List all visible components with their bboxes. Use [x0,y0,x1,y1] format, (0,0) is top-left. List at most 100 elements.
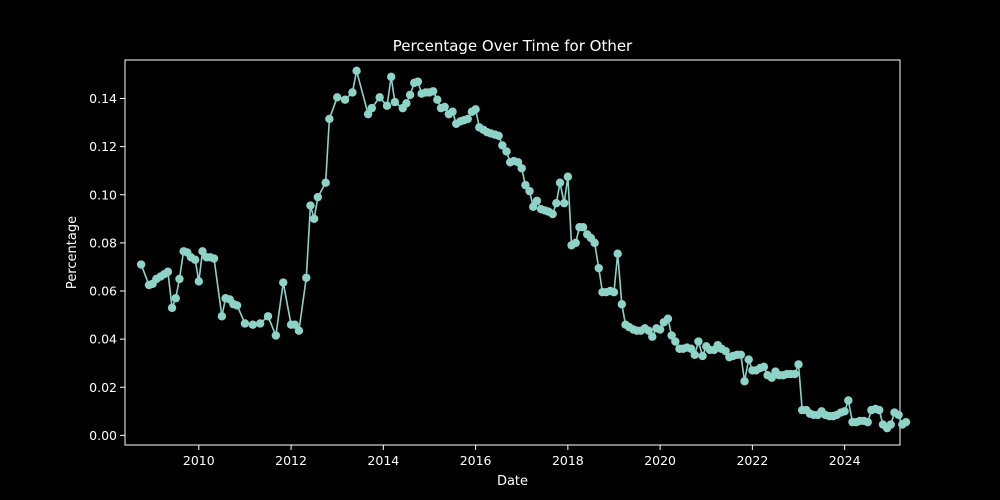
data-point [648,332,657,341]
data-point [686,344,696,353]
x-tick-label: 2020 [644,453,676,468]
data-point [471,105,480,114]
data-point [617,300,627,309]
x-tick-label: 2010 [183,453,215,468]
x-tick-label: 2016 [460,453,492,468]
data-point [167,303,177,313]
data-point [271,331,281,340]
data-point [690,350,699,359]
data-point [325,114,334,124]
data-point [694,337,703,346]
data-point [578,223,588,232]
data-point [367,103,377,113]
data-point [790,369,800,379]
data-point [609,288,619,297]
data-point [559,198,569,208]
data-point [513,158,523,167]
data-point [232,301,242,310]
data-point [175,274,184,284]
data-point [279,278,288,287]
data-point [348,88,357,97]
x-axis: 2010 2012 2014 2016 2018 2020 2022 2024 [183,445,861,468]
y-tick-label: 0.06 [89,284,117,299]
data-point [333,93,342,102]
y-tick-label: 0.04 [89,332,117,347]
data-point [740,377,749,386]
x-tick-label: 2014 [367,453,399,468]
data-point [894,410,903,420]
data-point [390,97,400,107]
data-point [555,178,565,187]
data-point [163,267,173,276]
data-point [386,72,396,82]
data-point [663,314,673,323]
y-tick-label: 0.08 [89,235,117,250]
y-tick-label: 0.14 [89,91,117,106]
data-point [532,196,542,205]
y-tick-label: 0.10 [89,187,117,202]
data-point [863,417,872,427]
data-point [736,350,746,359]
data-point [644,326,653,335]
data-point [321,178,330,187]
data-point [498,141,507,150]
data-point [548,209,557,219]
data-point [255,319,265,328]
data-point [290,320,299,329]
data-point [552,198,561,208]
y-tick-label: 0.12 [89,139,117,154]
data-point [463,114,472,124]
data-point [306,201,315,210]
data-point [190,255,200,264]
data-point [655,325,665,334]
data-point [198,247,207,256]
data-point [563,172,573,181]
data-point [494,131,503,140]
data-point [240,319,250,328]
data-point [571,238,580,248]
data-point [886,420,895,429]
y-axis-label: Percentage [65,216,80,289]
data-point [667,331,676,340]
data-point [521,180,530,190]
data-point [402,99,411,108]
data-point [363,109,373,119]
data-point [217,312,227,321]
data-point [525,186,534,196]
data-point [375,93,384,102]
data-point [767,373,776,382]
y-tick-label: 0.00 [89,428,117,443]
data-point [382,101,392,110]
data-point [309,214,319,224]
data-point [698,351,707,361]
data-point [448,107,457,116]
series-layer [136,66,911,433]
data-point [529,202,538,211]
data-point [671,337,680,346]
data-point [433,95,442,104]
data-point [613,249,622,258]
data-point [352,66,361,76]
data-point [840,407,849,416]
x-tick-label: 2024 [829,453,861,468]
data-point [794,360,803,369]
data-point [590,238,599,248]
data-point [844,396,853,405]
data-point [502,147,511,156]
data-point [136,260,146,269]
data-point [263,312,273,321]
data-point [744,355,753,364]
data-point [171,294,180,303]
data-point [340,95,350,104]
data-point [594,263,603,273]
data-point [248,320,257,329]
chart-title: Percentage Over Time for Other [393,37,633,55]
data-point [875,405,884,415]
data-point [413,77,423,86]
plot-area [124,59,901,446]
data-point [721,346,730,356]
data-point [302,273,311,282]
x-tick-label: 2022 [736,453,768,468]
x-axis-label: Date [497,474,528,489]
